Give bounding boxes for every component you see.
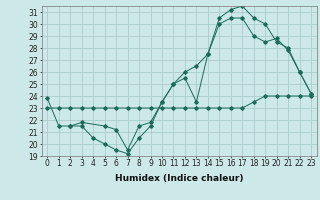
- X-axis label: Humidex (Indice chaleur): Humidex (Indice chaleur): [115, 174, 244, 183]
